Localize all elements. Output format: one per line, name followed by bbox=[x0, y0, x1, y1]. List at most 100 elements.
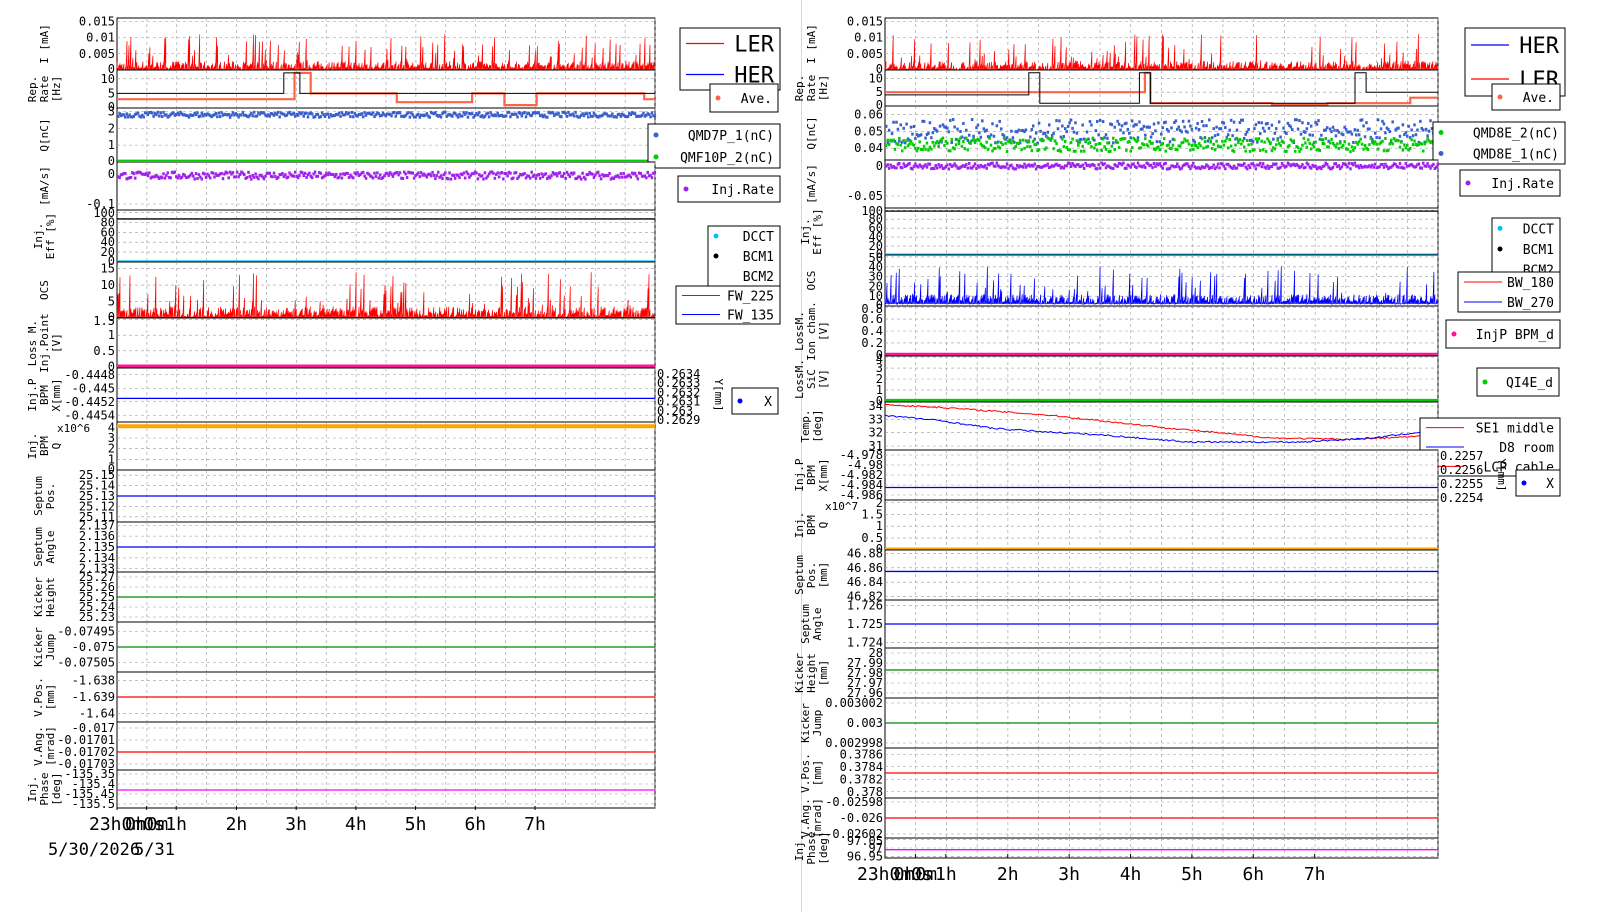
data-point bbox=[1072, 130, 1076, 134]
y-tick-label: -4.984 bbox=[840, 478, 883, 492]
data-point bbox=[241, 110, 245, 114]
data-point bbox=[1341, 143, 1345, 147]
data-point bbox=[1136, 138, 1140, 142]
data-point bbox=[1192, 138, 1195, 142]
data-point bbox=[269, 174, 273, 178]
data-point bbox=[206, 112, 209, 116]
y-tick-label: -0.445 bbox=[72, 381, 115, 395]
data-point bbox=[1165, 144, 1169, 148]
data-point bbox=[411, 113, 414, 117]
data-point bbox=[628, 173, 631, 177]
y-tick-label: -135.5 bbox=[72, 797, 115, 811]
y-tick-label: 0 bbox=[108, 462, 115, 476]
data-point bbox=[264, 174, 267, 178]
data-point bbox=[992, 134, 996, 138]
data-point bbox=[1149, 163, 1153, 167]
data-point bbox=[235, 113, 239, 117]
y-tick-label: 1 bbox=[876, 383, 883, 397]
y-axis-label: Eff [%] bbox=[44, 213, 57, 259]
data-point bbox=[327, 171, 331, 175]
exponent-label: x10^6 bbox=[57, 422, 90, 435]
data-point bbox=[298, 173, 301, 177]
y-tick-label: 4 bbox=[108, 420, 115, 434]
data-point bbox=[245, 176, 249, 180]
data-point bbox=[360, 112, 364, 116]
data-point bbox=[1020, 128, 1023, 132]
data-point bbox=[166, 115, 170, 119]
data-point bbox=[233, 175, 236, 179]
data-point bbox=[1296, 164, 1300, 168]
data-point bbox=[1263, 140, 1266, 144]
data-point bbox=[1293, 149, 1297, 153]
data-point bbox=[512, 176, 515, 180]
data-point bbox=[1189, 167, 1192, 171]
data-point bbox=[1209, 139, 1213, 143]
data-point bbox=[1435, 165, 1438, 169]
data-point bbox=[1181, 140, 1185, 144]
y-tick-label: -1.639 bbox=[72, 690, 115, 704]
data-point bbox=[357, 174, 361, 178]
data-point bbox=[1320, 138, 1323, 142]
data-point bbox=[1394, 139, 1397, 143]
data-point bbox=[1129, 149, 1132, 153]
y-tick-label: 0.5 bbox=[861, 531, 883, 545]
data-point bbox=[1135, 139, 1138, 143]
data-point bbox=[197, 115, 201, 119]
data-point bbox=[449, 113, 453, 117]
data-point bbox=[1349, 130, 1352, 134]
data-point bbox=[1404, 162, 1408, 166]
y-tick-label: 5 bbox=[876, 85, 883, 99]
data-point bbox=[1184, 129, 1188, 133]
data-point bbox=[537, 173, 540, 177]
data-point bbox=[401, 177, 405, 181]
data-point bbox=[1039, 129, 1042, 133]
data-point bbox=[462, 111, 465, 115]
data-point bbox=[1114, 164, 1118, 168]
data-point bbox=[153, 112, 157, 116]
y-tick-label: 100 bbox=[93, 206, 115, 220]
data-point bbox=[547, 110, 550, 114]
y-tick-label: -135.45 bbox=[64, 787, 115, 801]
data-point bbox=[1376, 165, 1380, 169]
data-point bbox=[228, 170, 232, 174]
data-point bbox=[621, 175, 624, 179]
data-point bbox=[1170, 126, 1173, 130]
data-point bbox=[458, 176, 461, 180]
data-point bbox=[543, 113, 546, 117]
data-point bbox=[514, 171, 518, 175]
data-point bbox=[531, 111, 535, 115]
data-point bbox=[951, 146, 955, 150]
data-point bbox=[441, 177, 444, 181]
data-point bbox=[259, 111, 263, 115]
data-point bbox=[473, 170, 477, 174]
data-point bbox=[189, 173, 192, 177]
data-point bbox=[1222, 164, 1226, 168]
data-point bbox=[902, 162, 905, 166]
data-point bbox=[1382, 165, 1386, 169]
data-point bbox=[398, 111, 402, 115]
data-point bbox=[126, 176, 130, 180]
data-point bbox=[1107, 150, 1111, 154]
data-point bbox=[638, 114, 641, 118]
data-point bbox=[969, 140, 972, 144]
data-point bbox=[1020, 165, 1023, 169]
data-point bbox=[489, 170, 492, 174]
data-point bbox=[1405, 134, 1409, 138]
data-point bbox=[1277, 142, 1281, 146]
data-point bbox=[1251, 148, 1255, 152]
data-point bbox=[1353, 128, 1357, 132]
legend-swatch bbox=[713, 253, 719, 259]
y-tick-label: 2 bbox=[108, 121, 115, 135]
data-point bbox=[425, 112, 429, 116]
y-tick-label: 27.97 bbox=[847, 676, 883, 690]
data-point bbox=[934, 164, 937, 168]
data-point bbox=[1250, 162, 1253, 166]
data-point bbox=[1119, 128, 1122, 132]
y-axis-label: [V] bbox=[817, 321, 830, 341]
data-point bbox=[978, 165, 981, 169]
data-point bbox=[499, 114, 502, 118]
data-point bbox=[1148, 139, 1151, 143]
data-point bbox=[551, 171, 555, 175]
